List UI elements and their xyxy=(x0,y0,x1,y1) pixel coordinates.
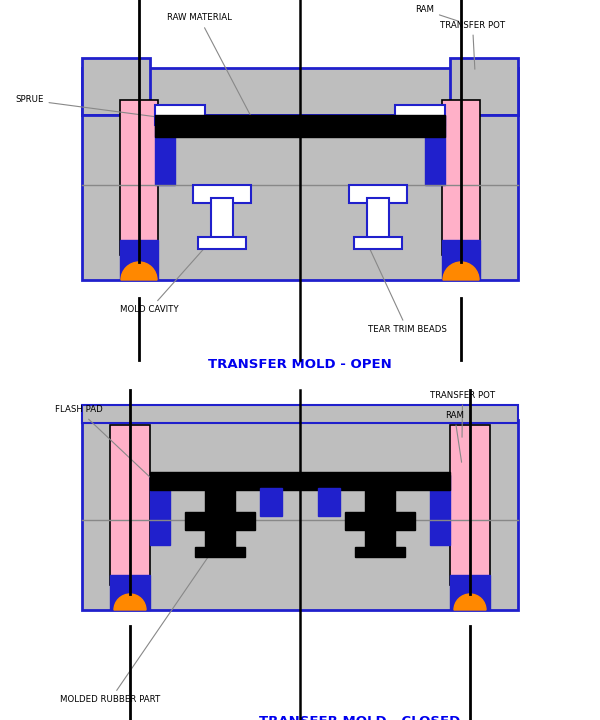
Bar xyxy=(442,240,480,280)
Text: TRANSFER POT: TRANSFER POT xyxy=(430,390,495,437)
Bar xyxy=(365,490,395,552)
Bar xyxy=(354,237,402,249)
Wedge shape xyxy=(114,594,146,610)
Wedge shape xyxy=(121,262,157,280)
Wedge shape xyxy=(443,262,479,280)
Bar xyxy=(211,198,233,243)
Bar xyxy=(195,547,245,557)
Bar xyxy=(349,185,407,203)
Bar xyxy=(120,100,158,255)
Text: TEAR TRIM BEADS: TEAR TRIM BEADS xyxy=(368,248,447,335)
Bar xyxy=(450,575,490,610)
Bar xyxy=(450,58,518,115)
Text: RAM: RAM xyxy=(415,6,458,21)
Bar xyxy=(442,100,480,255)
Bar xyxy=(205,490,235,552)
Wedge shape xyxy=(454,594,486,610)
Text: RAM: RAM xyxy=(445,410,464,462)
Bar xyxy=(355,547,405,557)
Bar xyxy=(120,240,158,280)
Bar xyxy=(430,475,450,545)
Text: MOLD CAVITY: MOLD CAVITY xyxy=(120,227,223,315)
Text: TRANSFER MOLD - OPEN: TRANSFER MOLD - OPEN xyxy=(208,358,392,371)
Bar xyxy=(82,58,150,115)
Bar xyxy=(155,115,445,137)
Bar xyxy=(110,575,150,610)
Bar xyxy=(345,512,415,530)
Bar xyxy=(260,488,282,516)
Text: SPRUE: SPRUE xyxy=(15,96,162,117)
Bar xyxy=(450,425,490,585)
Bar xyxy=(155,105,205,125)
Bar xyxy=(150,472,450,490)
Bar xyxy=(395,105,445,125)
Text: TRANSFER POT: TRANSFER POT xyxy=(440,20,505,69)
Bar xyxy=(82,420,518,610)
Bar xyxy=(318,488,340,516)
Bar xyxy=(198,237,246,249)
Bar xyxy=(367,198,389,243)
Text: RAW MATERIAL: RAW MATERIAL xyxy=(167,14,254,122)
Text: MOLDED RUBBER PART: MOLDED RUBBER PART xyxy=(60,527,229,704)
Bar xyxy=(82,115,518,280)
Bar xyxy=(425,115,445,185)
Bar xyxy=(150,475,170,545)
Bar xyxy=(155,115,175,185)
Bar xyxy=(110,425,150,585)
Bar xyxy=(82,68,518,115)
Bar xyxy=(82,405,518,423)
Text: TRANSFER MOLD - CLOSED: TRANSFER MOLD - CLOSED xyxy=(259,715,461,720)
Bar xyxy=(193,185,251,203)
Bar xyxy=(185,512,255,530)
Text: FLASH PAD: FLASH PAD xyxy=(55,405,151,478)
